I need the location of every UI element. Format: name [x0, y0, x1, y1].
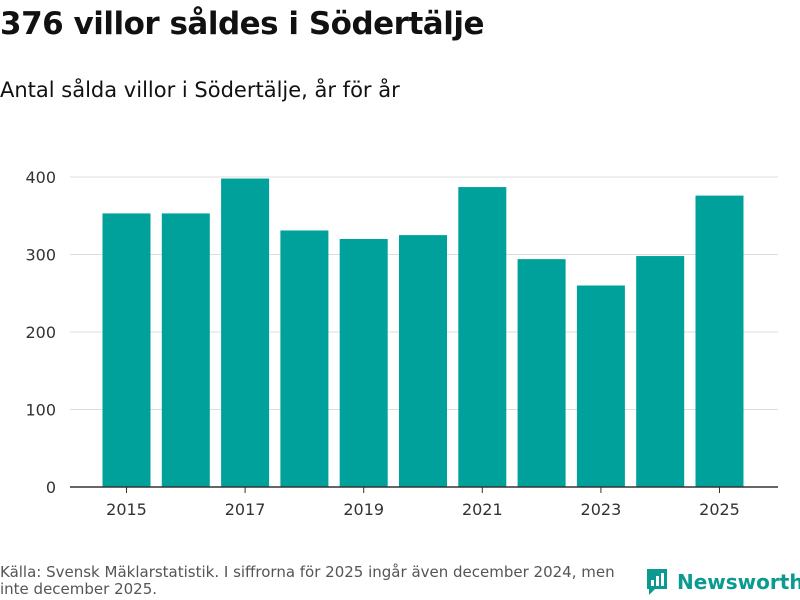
bar-2021 [458, 187, 507, 487]
x-tick-label: 2015 [106, 500, 147, 519]
chart-title: 376 villor såldes i Södertälje [0, 6, 484, 42]
newsworthy-logo-icon [647, 569, 667, 595]
bar-2025 [695, 195, 744, 487]
bar-2019 [339, 239, 388, 487]
y-tick-label: 200 [25, 323, 56, 342]
y-axis-ticks: 0 100 200 300 400 [25, 168, 56, 497]
bar-2024 [636, 256, 685, 487]
y-tick-label: 400 [25, 168, 56, 187]
source-note-line-2: inte december 2025. [0, 580, 158, 598]
source-note: Källa: Svensk Mäklarstatistik. I siffror… [0, 564, 640, 598]
source-note-line-1: Källa: Svensk Mäklarstatistik. I siffror… [0, 563, 615, 581]
chart-subtitle: Antal sålda villor i Södertälje, år för … [0, 78, 400, 102]
newsworthy-logo-text: Newsworthy [677, 570, 800, 594]
bar-chart: 0 100 200 300 400 2015 2017 2019 2021 2023 2025 [25, 168, 778, 519]
x-tick-label: 2019 [343, 500, 384, 519]
bar-2020 [399, 235, 447, 487]
bar-2022 [517, 259, 566, 487]
newsworthy-logo: Newsworthy [645, 567, 800, 597]
x-tick-label: 2017 [225, 500, 266, 519]
x-tick-label: 2023 [581, 500, 622, 519]
y-tick-label: 300 [25, 246, 56, 265]
bar-2018 [280, 230, 329, 487]
x-axis-ticks: 2015 2017 2019 2021 2023 2025 [106, 487, 740, 519]
bar-2023 [576, 285, 625, 487]
y-tick-label: 0 [46, 478, 56, 497]
y-tick-label: 100 [25, 401, 56, 420]
x-tick-label: 2025 [699, 500, 740, 519]
bar-2017 [221, 178, 270, 488]
bars [102, 178, 744, 488]
bar-2016 [161, 213, 210, 488]
bar-2015 [102, 213, 151, 488]
x-tick-label: 2021 [462, 500, 503, 519]
